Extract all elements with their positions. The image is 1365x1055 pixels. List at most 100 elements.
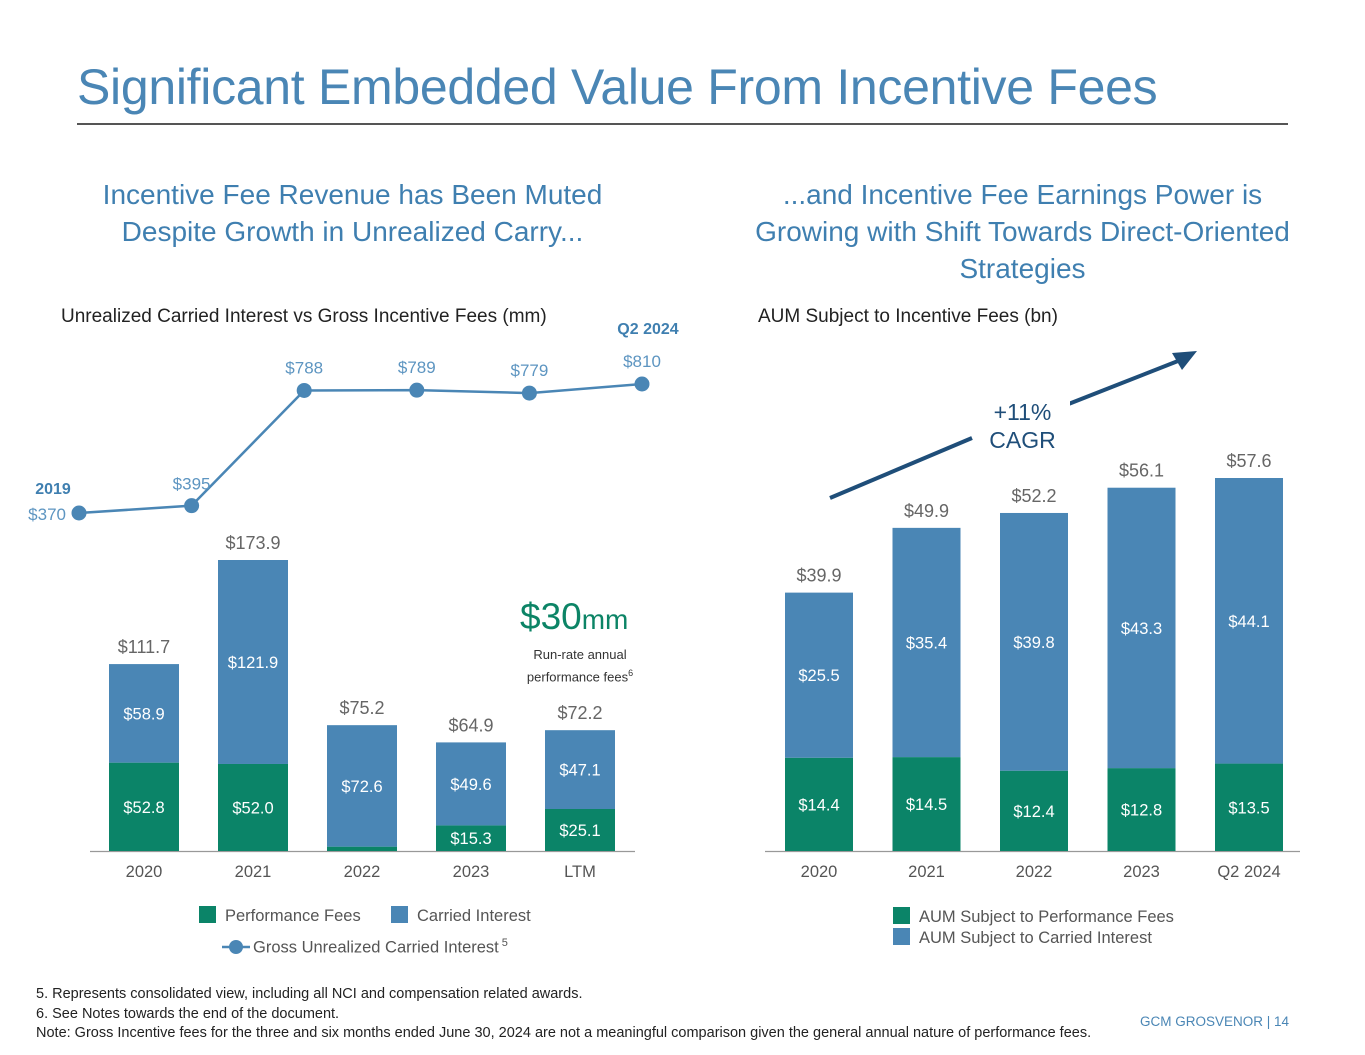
run-rate-footnote-ref: 6 (628, 668, 634, 678)
x-tick-label: 2020 (801, 863, 838, 881)
left-subheading: Incentive Fee Revenue has Been Muted Des… (102, 179, 603, 247)
bar-segment-label: $14.4 (798, 796, 839, 814)
footer-brand: GCM GROSVENOR | 14 (1140, 1014, 1290, 1029)
x-tick-label: 2021 (235, 863, 272, 881)
line-point-label: $395 (173, 475, 211, 494)
bar-segment-carried (785, 592, 853, 758)
line-point (71, 505, 87, 521)
footnote-5: 5. Represents consolidated view, includi… (36, 986, 583, 1002)
bar-segment-label: $49.6 (450, 776, 491, 794)
bar-segment-carried (436, 742, 506, 826)
bar-segment-carried (1000, 512, 1068, 771)
footnote-6: 6. See Notes towards the end of the docu… (36, 1005, 340, 1022)
line-point (296, 382, 312, 398)
bar-segment-carried (892, 527, 961, 758)
legend-footnote-ref: 5 (501, 937, 508, 949)
legend-performance-fees: Performance Fees (199, 906, 361, 926)
bar-segment-label: $72.6 (341, 778, 382, 796)
bar-segment-carried (1107, 487, 1176, 769)
line-start-label: 2019 (35, 481, 71, 498)
bar-segment-performance (545, 808, 615, 851)
bar-segment-label: $15.3 (450, 830, 491, 848)
cagr-value: +11% (993, 399, 1052, 425)
bar-total-label: $56.1 (1119, 461, 1164, 481)
x-tick-label: 2020 (126, 863, 163, 881)
bar-segment-performance (1000, 770, 1068, 851)
bar-segment-performance (1215, 763, 1283, 851)
bar-total-label: $52.2 (1011, 486, 1056, 506)
bar-total-label: $75.2 (339, 698, 384, 718)
bar-segment-label: $13.5 (1228, 799, 1269, 817)
bar-total-label: $57.6 (1226, 451, 1271, 471)
x-tick-label: 2023 (1123, 863, 1160, 881)
bar-segment-carried (1215, 478, 1283, 764)
title-divider (77, 123, 1288, 125)
line-marker-icon (222, 939, 250, 954)
bar-segment-label: $25.1 (559, 822, 600, 840)
x-tick-label: LTM (564, 863, 596, 881)
x-tick-label: 2022 (344, 863, 381, 881)
line-point (184, 498, 200, 514)
bar-segment-carried (218, 560, 288, 764)
gross-unrealized-line (78, 382, 643, 515)
bar-total-label: $64.9 (448, 715, 493, 735)
legend-carried-interest: Carried Interest (391, 906, 531, 926)
run-rate-unit: mm (581, 604, 629, 635)
bar-segment-performance (892, 757, 961, 851)
legend-label: Carried Interest (417, 907, 531, 925)
bar-segment-label: $39.8 (1013, 634, 1054, 652)
line-end-label: Q2 2024 (617, 321, 678, 338)
bar-segment-performance (436, 825, 506, 851)
bar-segment-label: $35.4 (906, 634, 947, 652)
line-point (521, 385, 537, 401)
legend-swatch-carried (391, 906, 408, 923)
run-rate-label-text: Run-rate annual performance fees (526, 647, 629, 685)
x-tick-label: 2023 (453, 863, 490, 881)
bar-segment-performance (327, 846, 397, 851)
bar-segment-label: $58.9 (123, 705, 164, 723)
run-rate-label: Run-rate annual performance fees6 (510, 645, 650, 686)
bar-segment-label: $52.8 (123, 799, 164, 817)
bar-total-label: $111.7 (118, 637, 170, 657)
bar-segment-carried (327, 725, 397, 847)
bar-total-label: $72.2 (557, 703, 602, 723)
line-point-label: $788 (285, 358, 323, 377)
legend-aum-carried: AUM Subject to Carried Interest (893, 928, 1152, 948)
bar-segment-label: $25.5 (798, 667, 839, 685)
right-subheading: ...and Incentive Fee Earnings Power is G… (755, 179, 1290, 284)
cagr-label: CAGR (989, 427, 1056, 453)
x-tick-label: Q2 2024 (1217, 863, 1280, 881)
legend-aum-performance: AUM Subject to Performance Fees (893, 907, 1174, 927)
line-point (409, 382, 425, 398)
bar-segment-performance (218, 763, 288, 851)
bar-segment-label: $14.5 (906, 796, 947, 814)
right-chart: $14.4 $25.5 $39.9 2020 $14.5 $35.4 $49.9 2021 $1… (765, 351, 1300, 881)
legend-gross-unrealized: Gross Unrealized Carried Interest 5 (222, 937, 508, 958)
legend-label: Performance Fees (225, 907, 361, 925)
cagr-annotation: +11% CAGR (975, 398, 1070, 454)
cagr-arrowhead-icon (1172, 351, 1197, 370)
line-point (634, 376, 650, 392)
footnote-note: Note: Gross Incentive fees for the three… (36, 1025, 1092, 1041)
run-rate-value: $30mm (520, 596, 628, 638)
bar-segment-label: $12.4 (1013, 803, 1054, 821)
cagr-arrow-shaft (1065, 359, 1179, 407)
bar-total-label: $49.9 (904, 501, 949, 521)
page-title: Significant Embedded Value From Incentiv… (77, 59, 1158, 115)
bar-segment-label: $47.1 (559, 762, 600, 780)
legend-label: AUM Subject to Performance Fees (919, 908, 1174, 926)
bar-segment-carried (545, 730, 615, 809)
footnotes: 5. Represents consolidated view, includi… (36, 985, 1091, 1044)
left-chart: $370 $395 $788 $789 $779 $810 2019 Q2 2024 $52.8… (28, 321, 679, 881)
x-tick-label: 2022 (1016, 863, 1053, 881)
run-rate-number: $30 (520, 596, 582, 637)
bar-total-label: $173.9 (225, 533, 280, 553)
bar-segment-label: $43.3 (1121, 620, 1162, 638)
x-tick-label: 2021 (908, 863, 945, 881)
bar-segment-carried (109, 664, 179, 763)
legend-swatch-performance (893, 907, 910, 924)
right-chart-title: AUM Subject to Incentive Fees (bn) (758, 306, 1058, 327)
legend-swatch-performance (199, 906, 216, 923)
bar-segment-performance (1107, 768, 1176, 851)
bar-segment-label: $12.8 (1121, 802, 1162, 820)
